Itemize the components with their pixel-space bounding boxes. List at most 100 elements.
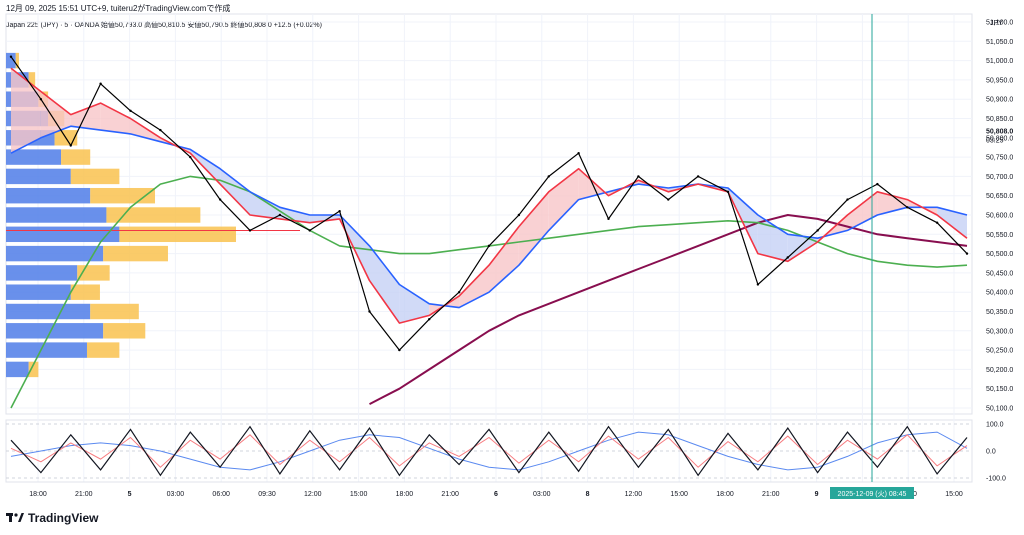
- volume-profile-bar-down: [6, 52, 16, 69]
- time-axis-tick: 21:00: [441, 491, 459, 498]
- last-price-label: 50,808.0: [986, 129, 1013, 136]
- volume-profile-bar-up: [106, 207, 201, 223]
- price-axis-tick: 50,500.0: [986, 251, 1013, 258]
- price-axis-tick: 50,300.0: [986, 328, 1013, 335]
- price-point: [338, 209, 341, 213]
- price-axis-tick: 50,550.0: [986, 232, 1013, 239]
- volume-profile-bar-down: [6, 149, 62, 165]
- price-point: [607, 217, 610, 221]
- price-point: [696, 175, 700, 178]
- price-axis-tick: 50,700.0: [986, 174, 1013, 181]
- volume-profile-bar-down: [6, 245, 104, 262]
- price-point: [457, 291, 461, 294]
- price-point: [428, 318, 431, 321]
- price-point: [517, 213, 521, 217]
- price-axis-tick: 50,450.0: [986, 270, 1013, 277]
- volume-profile-bar-up: [61, 149, 91, 165]
- cloud-bearish: [757, 215, 788, 262]
- volume-profile-bar-up: [119, 226, 236, 243]
- time-axis-tick: 6: [494, 491, 498, 498]
- volume-profile-bar-down: [6, 361, 29, 378]
- cloud-bullish: [518, 191, 549, 266]
- chart-header-title: 12月 09, 2025 15:51 UTC+9, tuiteru2がTradi…: [6, 4, 231, 13]
- cloud-bullish: [40, 91, 71, 138]
- tradingview-logo[interactable]: TradingView: [6, 511, 98, 525]
- fast-ma-line: [10, 67, 968, 324]
- price-point: [786, 256, 789, 259]
- time-axis-tick: 03:00: [533, 491, 551, 498]
- volume-profile-bar-down: [6, 207, 107, 223]
- price-point: [129, 109, 132, 112]
- time-axis-tick: 06:00: [212, 491, 230, 498]
- price-point: [906, 206, 909, 209]
- price-point: [726, 190, 730, 194]
- price-axis-tick: 50,150.0: [986, 386, 1013, 393]
- price-axis-tick: 50,850.0: [986, 116, 1013, 123]
- volume-profile-bar-up: [90, 187, 156, 204]
- price-axis-tick: 50,400.0: [986, 290, 1013, 297]
- price-axis-tick: 50,750.0: [986, 155, 1013, 162]
- price-point: [248, 229, 252, 232]
- oscillator-k-line: [10, 425, 968, 477]
- price-point: [667, 198, 670, 201]
- cloud-bearish: [309, 215, 340, 223]
- volume-profile-bar-down: [6, 265, 78, 281]
- volume-profile-bar-up: [70, 168, 120, 185]
- time-axis-tick: 8: [586, 491, 590, 498]
- price-point: [756, 283, 760, 286]
- symbol-ohlc-line[interactable]: Japan 225 (JPY) · 5 · OANDA 始値50,793.0 高…: [6, 22, 322, 29]
- cloud-bullish: [70, 103, 101, 131]
- price-point: [935, 221, 939, 224]
- tradingview-logo-icon: [6, 513, 24, 522]
- oscillator-slow-line: [10, 431, 968, 471]
- price-axis-tick: 51,050.0: [986, 39, 1013, 46]
- oscillator-axis-tick: 0.0: [986, 449, 996, 456]
- volume-profile-bar-down: [6, 284, 71, 300]
- price-point: [9, 55, 13, 58]
- price-point: [846, 198, 849, 201]
- cloud-bearish: [787, 234, 818, 262]
- price-point: [368, 310, 371, 313]
- time-axis-tick: 21:00: [762, 491, 780, 498]
- volume-profile-bar-up: [28, 72, 36, 88]
- cloud-bullish: [459, 265, 489, 308]
- cloud-bearish: [399, 284, 430, 324]
- volume-profile-bar-down: [6, 323, 104, 339]
- price-point: [637, 175, 640, 178]
- time-axis-tick: 9: [815, 491, 819, 498]
- long-ma-line: [369, 214, 968, 405]
- volume-profile-bar-up: [103, 323, 146, 339]
- time-axis-tick: 18:00: [716, 491, 734, 498]
- cloud-bearish: [250, 191, 280, 219]
- cloud-bullish: [548, 168, 579, 231]
- time-axis-tick: 5: [128, 491, 132, 498]
- countdown-label: 03:25: [986, 138, 1004, 145]
- time-axis-tick: 12:00: [625, 491, 643, 498]
- volume-profile-bar-up: [70, 284, 100, 300]
- time-axis-tick: 15:00: [670, 491, 688, 498]
- cloud-bullish: [847, 191, 878, 231]
- volume-profile-bar-down: [6, 187, 91, 204]
- volume-profile-bar-down: [6, 342, 87, 358]
- time-axis-tick: 15:00: [945, 491, 963, 498]
- price-axis-tick: 51,100.0: [986, 20, 1013, 27]
- slow-ma-line: [10, 125, 968, 309]
- volume-profile-bar-up: [28, 361, 39, 378]
- price-line: [9, 55, 969, 352]
- price-point: [577, 152, 580, 155]
- cloud-bearish: [369, 245, 400, 324]
- time-axis: 18:00 21:00 5 03:00 06:00 09:30 12:00 15:00 18:0…: [6, 481, 972, 498]
- price-axis-tick: 51,000.0: [986, 58, 1013, 65]
- price-point: [965, 252, 969, 255]
- volume-profile-bar-down: [6, 168, 71, 185]
- price-axis-unit: JPY: [990, 20, 1003, 27]
- price-point: [547, 175, 550, 178]
- price-axis-tick: 50,600.0: [986, 213, 1013, 220]
- time-axis-tick: 03:00: [167, 491, 185, 498]
- price-point: [189, 155, 192, 159]
- chart-overlay: 2025-12-09 (火) 08:45: [830, 14, 914, 499]
- price-axis-tick: 50,900.0: [986, 97, 1013, 104]
- price-axis-tick: 50,800.0: [986, 135, 1013, 142]
